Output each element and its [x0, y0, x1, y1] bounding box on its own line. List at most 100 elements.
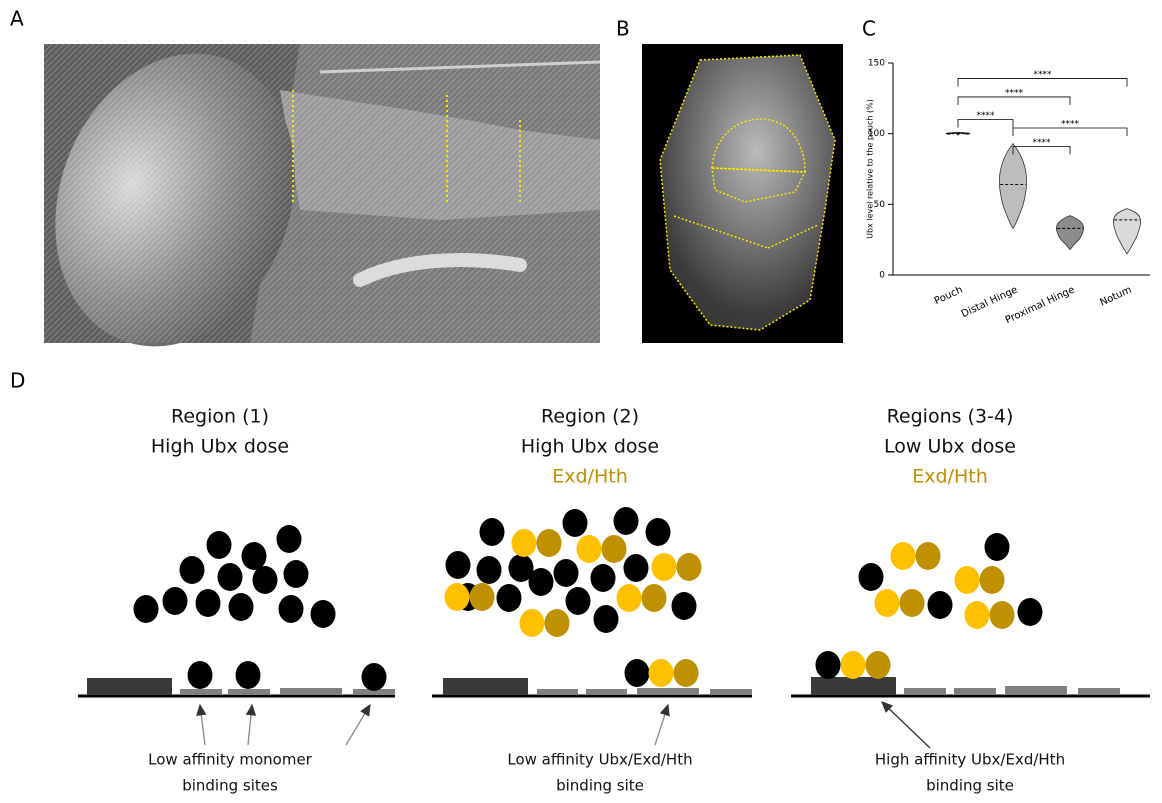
- protein: [480, 518, 505, 546]
- protein: [866, 651, 891, 679]
- caption: binding site: [926, 777, 1014, 795]
- y-tick-label: 150: [868, 59, 885, 69]
- violin: [999, 144, 1026, 229]
- protein: [311, 600, 336, 628]
- cofactor-label: Exd/Hth: [912, 466, 988, 488]
- protein: [816, 651, 841, 679]
- binding-site: [586, 689, 627, 695]
- column-title: Region (2): [541, 406, 639, 428]
- protein: [602, 535, 627, 563]
- protein: [497, 584, 522, 612]
- violin: [1113, 209, 1140, 254]
- protein: [545, 609, 570, 637]
- binding-site: [443, 678, 528, 695]
- violin: [1056, 216, 1083, 250]
- protein: [594, 605, 619, 633]
- protein: [1018, 598, 1043, 626]
- significance-label: ****: [1005, 88, 1024, 98]
- protein: [916, 542, 941, 570]
- y-tick-label: 50: [874, 200, 886, 210]
- protein: [236, 661, 261, 689]
- caption: Low affinity monomer: [148, 751, 313, 769]
- dose-label: Low Ubx dose: [884, 436, 1016, 458]
- protein: [277, 525, 302, 553]
- arrow: [346, 705, 370, 745]
- column-title: Region (1): [171, 406, 269, 428]
- significance-label: ****: [1061, 120, 1080, 130]
- protein: [617, 584, 642, 612]
- protein: [180, 556, 205, 584]
- protein: [188, 661, 213, 689]
- protein: [446, 551, 471, 579]
- protein: [928, 591, 953, 619]
- dose-label: High Ubx dose: [151, 436, 289, 458]
- caption: High affinity Ubx/Exd/Hth: [875, 751, 1065, 769]
- protein: [284, 560, 309, 588]
- panel-label: B: [616, 17, 630, 41]
- protein: [841, 651, 866, 679]
- binding-site: [537, 689, 578, 695]
- significance-label: ****: [1033, 138, 1052, 148]
- caption: Low affinity Ubx/Exd/Hth: [507, 751, 692, 769]
- protein: [642, 584, 667, 612]
- disc-image: [642, 44, 843, 343]
- binding-site: [87, 678, 172, 695]
- protein: [529, 568, 554, 596]
- panel-label: D: [10, 369, 25, 393]
- binding-site: [1078, 688, 1120, 695]
- protein: [859, 563, 884, 591]
- protein: [677, 553, 702, 581]
- y-axis-label: Ubx level relative to the pouch (%): [866, 99, 875, 239]
- dose-label: High Ubx dose: [521, 436, 659, 458]
- binding-site: [1005, 686, 1067, 695]
- sem-image: [16, 20, 600, 381]
- binding-site: [811, 677, 896, 695]
- arrow: [882, 702, 930, 748]
- protein: [445, 583, 470, 611]
- protein: [279, 595, 304, 623]
- arrow: [655, 705, 668, 745]
- protein: [990, 601, 1015, 629]
- x-tick-label: Pouch: [933, 284, 965, 307]
- protein: [207, 531, 232, 559]
- significance-label: ****: [977, 111, 996, 121]
- protein: [672, 592, 697, 620]
- protein: [253, 566, 278, 594]
- protein: [563, 509, 588, 537]
- arrow: [200, 705, 205, 745]
- protein: [646, 518, 671, 546]
- protein: [242, 542, 267, 570]
- panel-label: A: [10, 7, 24, 31]
- caption: binding site: [556, 777, 644, 795]
- protein: [891, 542, 916, 570]
- protein: [965, 601, 990, 629]
- protein: [980, 566, 1005, 594]
- panel-label: C: [862, 17, 876, 41]
- binding-site: [228, 689, 270, 695]
- protein: [196, 589, 221, 617]
- protein: [520, 609, 545, 637]
- protein: [577, 535, 602, 563]
- protein: [163, 587, 188, 615]
- protein: [624, 554, 649, 582]
- binding-site: [280, 688, 342, 695]
- protein: [614, 507, 639, 535]
- protein: [649, 659, 674, 687]
- significance-label: ****: [1034, 70, 1053, 80]
- protein: [362, 663, 387, 691]
- protein: [591, 564, 616, 592]
- caption: binding sites: [182, 777, 278, 795]
- column-title: Regions (3-4): [887, 406, 1014, 428]
- protein: [134, 595, 159, 623]
- protein: [470, 583, 495, 611]
- protein: [512, 529, 537, 557]
- protein: [554, 559, 579, 587]
- figure: ABCDCapitellum(1)Pedicellus(2)Scabellum(…: [0, 0, 1162, 803]
- x-tick-label: Notum: [1098, 284, 1133, 308]
- protein: [625, 659, 650, 687]
- protein: [537, 529, 562, 557]
- binding-site: [180, 689, 222, 695]
- protein: [566, 587, 591, 615]
- protein: [477, 556, 502, 584]
- binding-site: [904, 688, 946, 695]
